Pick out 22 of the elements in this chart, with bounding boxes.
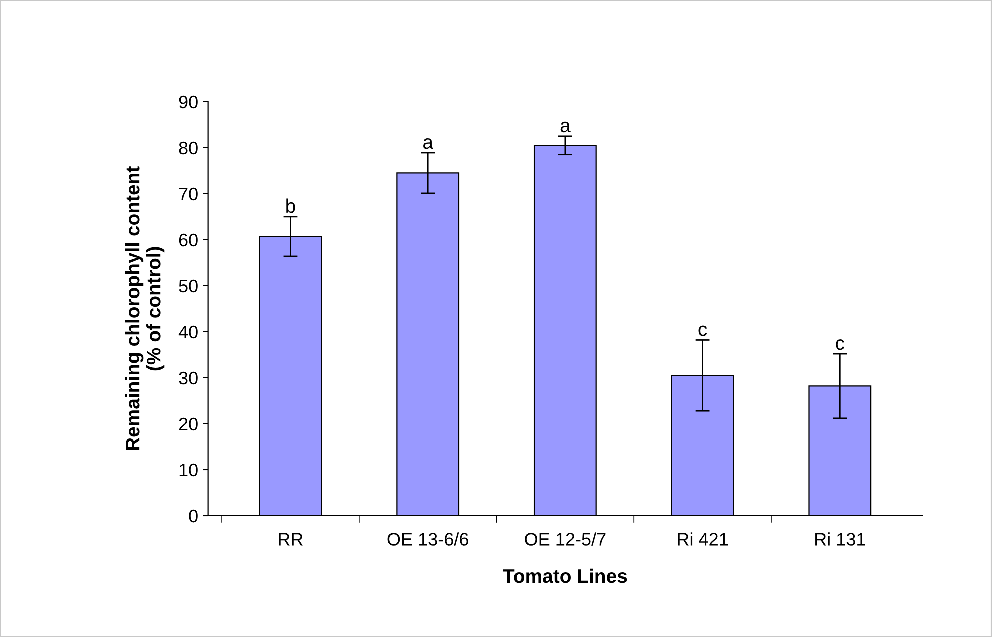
x-axis-title: Tomato Lines [503,568,628,584]
y-tick-label: 60 [179,234,198,247]
x-tick-label: Ri 131 [816,532,866,546]
annotation: c [836,340,844,350]
y-tick-label: 10 [180,464,198,477]
y-tick-label: 40 [178,326,198,339]
y-tick-label: 0 [189,510,198,523]
annotation: c [698,326,708,336]
y-tick-label: 70 [179,188,198,201]
x-tick-label: OE 12-5/7 [525,532,606,546]
y-tick-label: 20 [179,418,198,431]
x-tick-label: RR [279,533,303,546]
y-tick-label: 80 [179,142,198,155]
annotation: b [286,198,296,214]
y-tick-label: 30 [179,372,198,385]
y-tick-label: 90 [179,96,198,109]
y-axis-title: Remaining chlorophyll content (% of control) [125,166,165,450]
y-tick-label: 50 [179,280,198,293]
x-tick-label: Ri 421 [678,532,728,546]
x-tick-label: OE 13-6/6 [388,532,468,546]
annotation: a [560,122,571,133]
annotation: a [424,138,434,150]
